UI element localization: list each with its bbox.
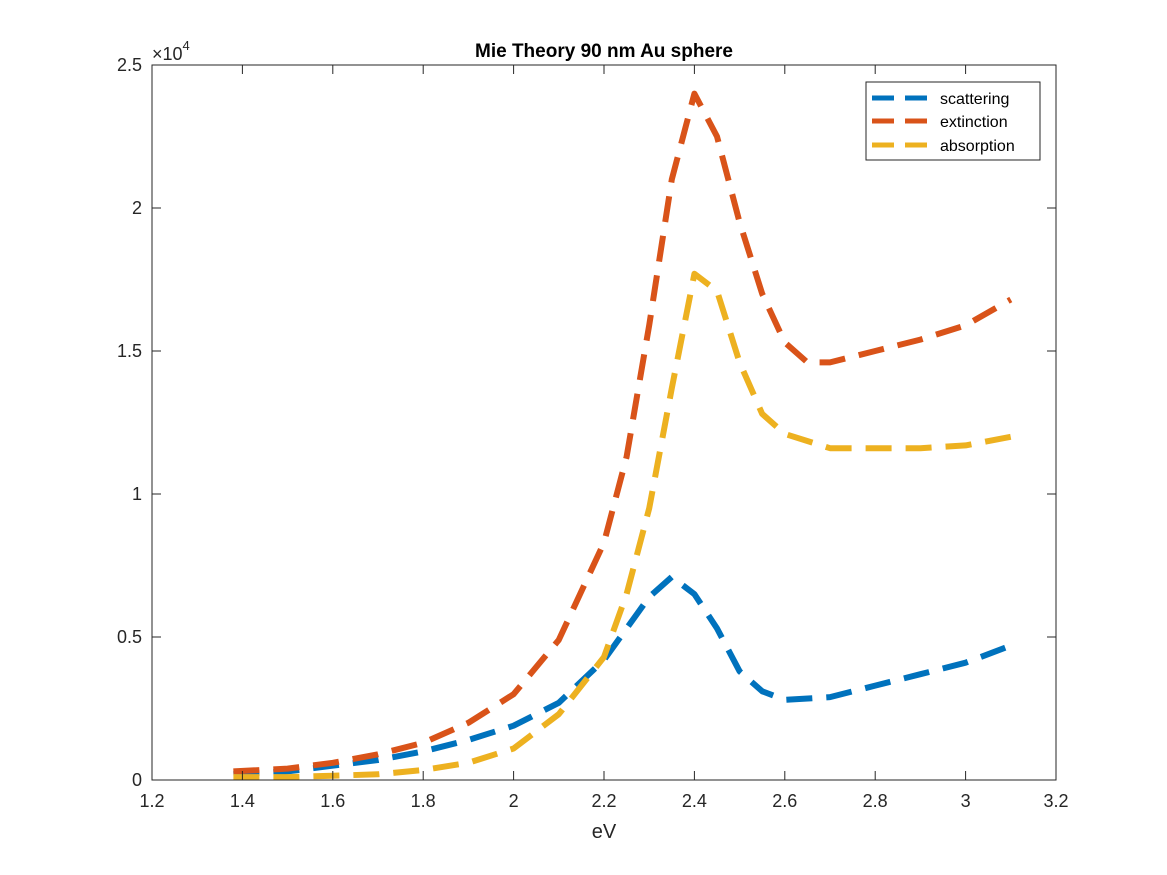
series-line-scattering bbox=[233, 573, 1012, 778]
x-tick-label: 1.4 bbox=[230, 791, 255, 811]
x-tick-label: 1.6 bbox=[320, 791, 345, 811]
y-tick-label: 1.5 bbox=[117, 341, 142, 361]
legend-label-scattering: scattering bbox=[940, 91, 1009, 108]
x-tick-label: 1.8 bbox=[411, 791, 436, 811]
y-tick-label: 0 bbox=[132, 770, 142, 790]
data-lines bbox=[233, 90, 1013, 781]
series-line-extinction bbox=[233, 90, 1013, 775]
y-axis-exponent-base: ×10 bbox=[152, 44, 183, 64]
x-axis-label: eV bbox=[592, 821, 617, 843]
legend: scattering extinction absorption bbox=[865, 81, 1041, 161]
x-tick-label: 1.2 bbox=[139, 791, 164, 811]
chart-title: Mie Theory 90 nm Au sphere bbox=[475, 41, 733, 62]
x-tick-label: 2.8 bbox=[863, 791, 888, 811]
x-tick-label: 3 bbox=[961, 791, 971, 811]
x-tick-label: 3.2 bbox=[1043, 791, 1068, 811]
legend-label-absorption: absorption bbox=[940, 138, 1015, 155]
axis-ticks: 1.2 1.4 1.6 1.8 2 2.2 2.4 2.6 2.8 3 3.2 0 0.5 1 1.5 2 2.… bbox=[117, 55, 1069, 811]
legend-label-extinction: extinction bbox=[940, 114, 1008, 131]
y-tick-label: 2.5 bbox=[117, 55, 142, 75]
x-tick-label: 2.2 bbox=[591, 791, 616, 811]
y-tick-label: 1 bbox=[132, 484, 142, 504]
x-tick-label: 2 bbox=[509, 791, 519, 811]
x-tick-label: 2.6 bbox=[772, 791, 797, 811]
y-axis-exponent-power: 4 bbox=[183, 38, 190, 53]
y-tick-label: 2 bbox=[132, 198, 142, 218]
x-tick-label: 2.4 bbox=[682, 791, 707, 811]
series-line-absorption bbox=[233, 270, 1012, 781]
y-tick-label: 0.5 bbox=[117, 627, 142, 647]
legend-box bbox=[865, 81, 1041, 161]
y-axis-exponent: ×104 bbox=[152, 38, 190, 64]
